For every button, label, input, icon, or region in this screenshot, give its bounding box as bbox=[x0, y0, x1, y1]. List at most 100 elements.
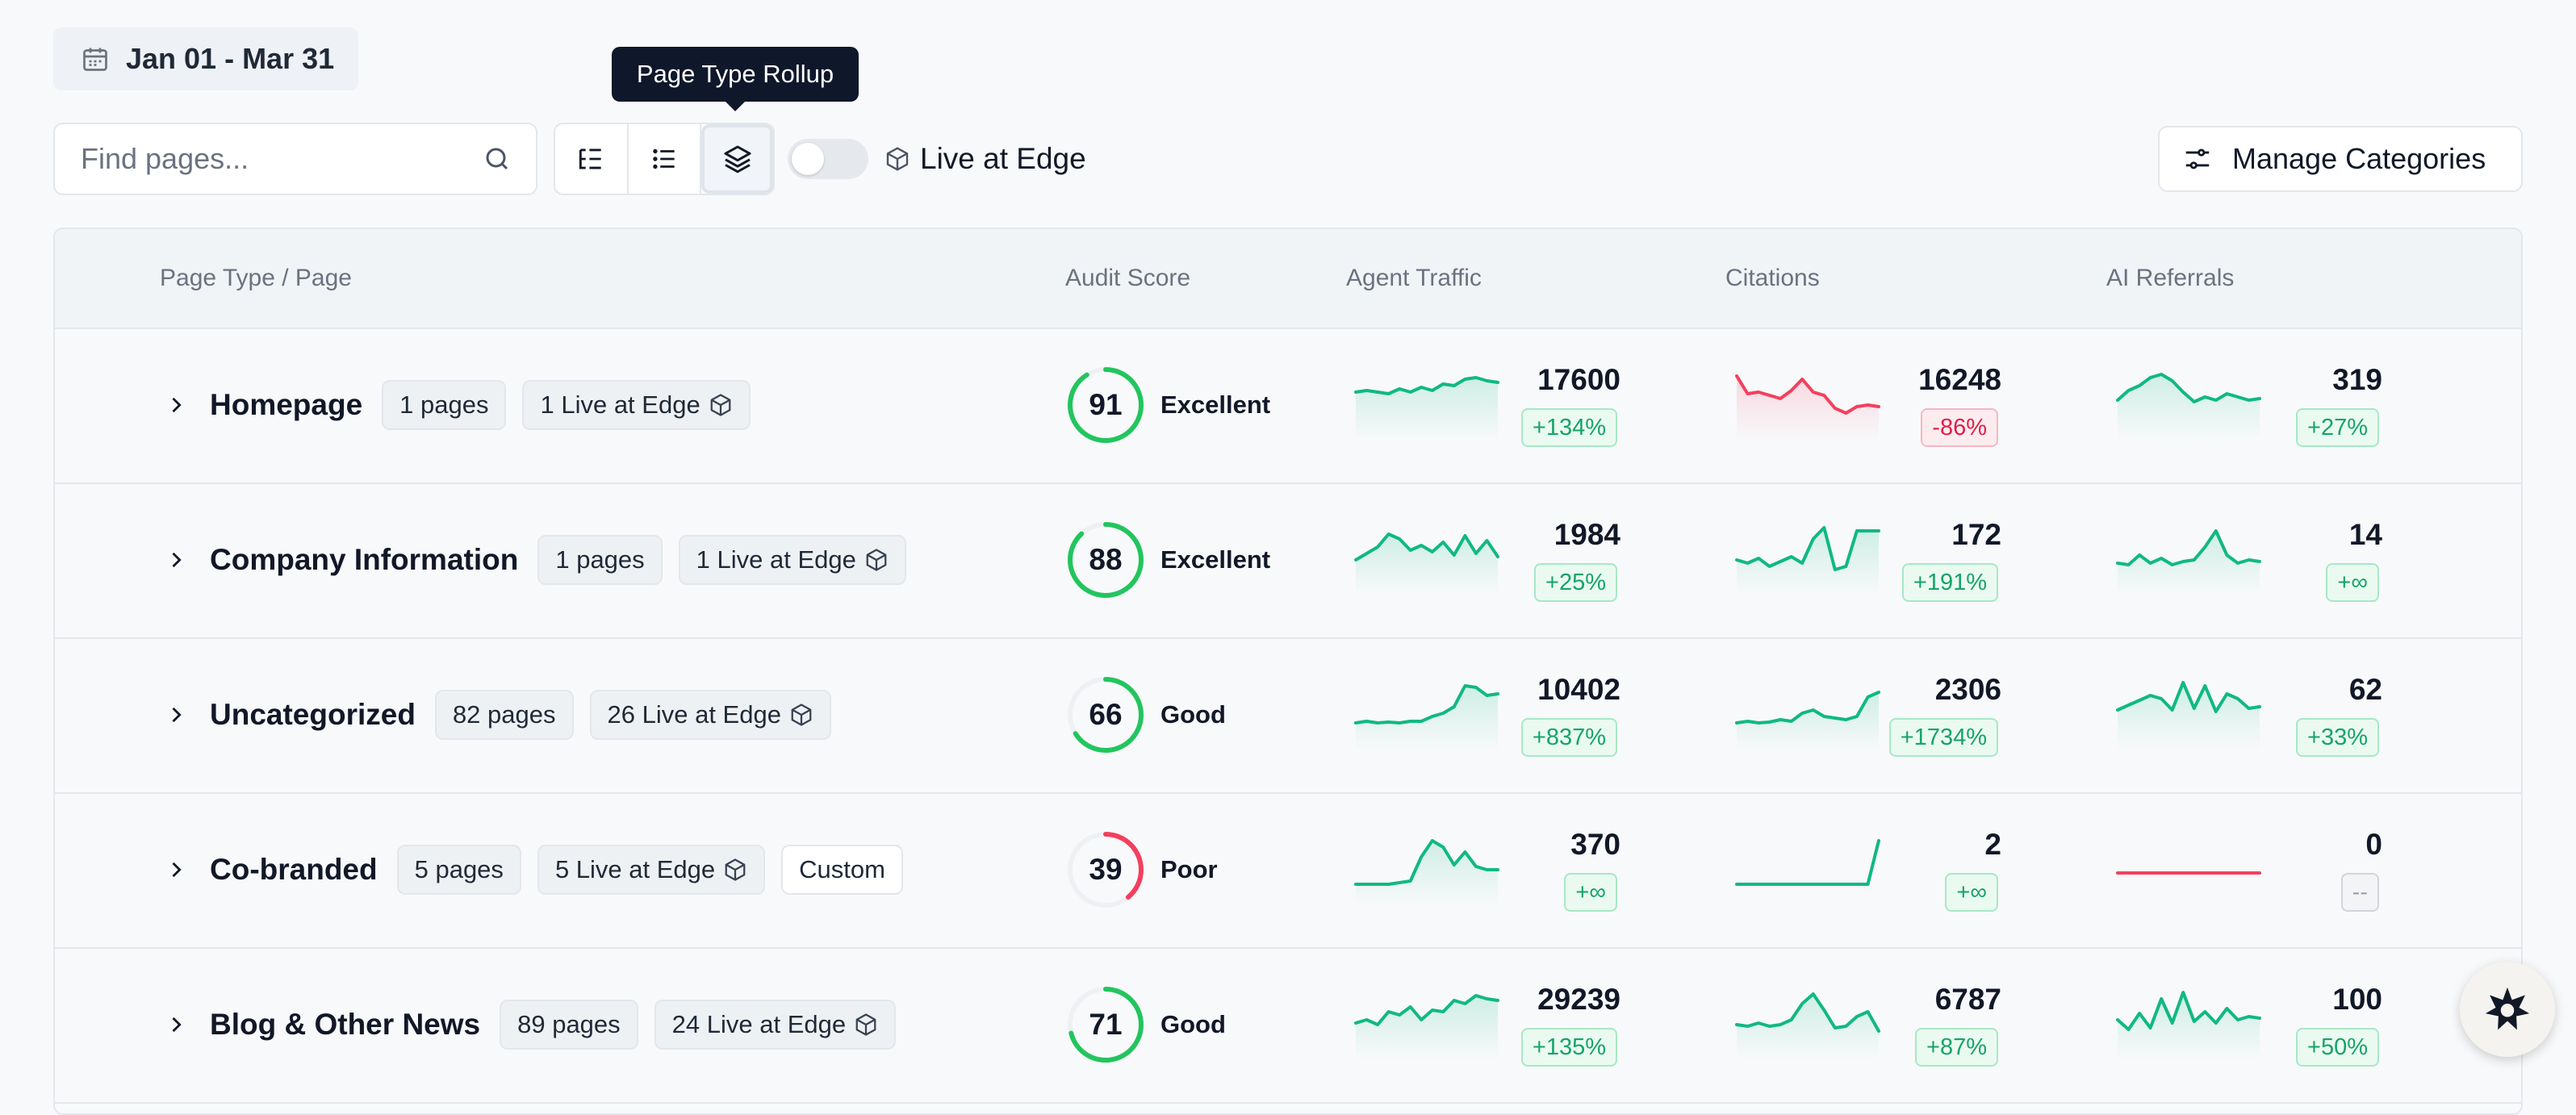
live-count-label: 5 Live at Edge bbox=[554, 855, 716, 883]
referrals-sparkline bbox=[2116, 678, 2261, 750]
live-at-edge-label: Live at Edge bbox=[920, 142, 1086, 175]
audit-score-ring: 91 bbox=[1065, 365, 1146, 445]
chevron-right-icon[interactable] bbox=[165, 394, 187, 416]
traffic-sparkline bbox=[1354, 523, 1499, 595]
live-at-edge-badge: 26 Live at Edge bbox=[589, 690, 831, 740]
toggle-knob bbox=[792, 143, 824, 175]
audit-score-value: 39 bbox=[1089, 853, 1123, 886]
referrals-value: 0 bbox=[2365, 828, 2382, 861]
pages-count-badge: 89 pages bbox=[500, 1000, 638, 1050]
referrals-sparkline bbox=[2116, 833, 2261, 905]
page-type-name[interactable]: Co-branded bbox=[210, 853, 378, 886]
rollup-view-button[interactable] bbox=[701, 124, 774, 194]
traffic-trend-line bbox=[1354, 376, 1499, 441]
cube-icon bbox=[886, 147, 909, 171]
citations-trend-line bbox=[1735, 691, 1880, 750]
citations-sparkline bbox=[1735, 523, 1880, 595]
traffic-trend-line bbox=[1354, 532, 1499, 595]
table-row[interactable]: Company Information 1 pages 1 Live at Ed… bbox=[55, 482, 2521, 639]
citations-delta-badge: +1734% bbox=[1888, 718, 1998, 757]
table-row[interactable]: Co-branded 5 pages 5 Live at Edge Custom… bbox=[55, 792, 2521, 949]
table-row[interactable]: Blog & Other News 89 pages 24 Live at Ed… bbox=[55, 947, 2521, 1104]
citations-value: 6787 bbox=[1934, 983, 2001, 1016]
table-header: Page Type / Page Audit Score Agent Traff… bbox=[55, 229, 2521, 329]
page-type-name[interactable]: Uncategorized bbox=[210, 698, 416, 731]
cube-icon bbox=[710, 394, 731, 416]
referrals-trend-line bbox=[2116, 991, 2261, 1060]
traffic-delta-badge: +∞ bbox=[1564, 873, 1617, 912]
header-citations[interactable]: Citations bbox=[1725, 265, 1820, 291]
pages-count-badge: 1 pages bbox=[382, 380, 507, 430]
live-at-edge-toggle[interactable] bbox=[788, 139, 868, 179]
score-ring bbox=[1068, 987, 1144, 1063]
traffic-trend-line bbox=[1354, 839, 1499, 905]
table-row[interactable]: Uncategorized 82 pages 26 Live at Edge 6… bbox=[55, 637, 2521, 794]
traffic-delta-badge: +134% bbox=[1520, 408, 1617, 447]
search-input[interactable] bbox=[79, 141, 483, 177]
tree-view-button[interactable] bbox=[555, 124, 629, 194]
row-name-cell: Company Information 1 pages 1 Live at Ed… bbox=[165, 482, 906, 637]
list-icon bbox=[653, 148, 675, 169]
audit-score-ring: 39 bbox=[1065, 829, 1146, 910]
chevron-right-icon[interactable] bbox=[165, 858, 187, 881]
referrals-trend-line bbox=[2116, 871, 2261, 905]
row-name-cell: Blog & Other News 89 pages 24 Live at Ed… bbox=[165, 947, 897, 1102]
referrals-value: 319 bbox=[2332, 363, 2382, 396]
page-type-table: Page Type / Page Audit Score Agent Traff… bbox=[53, 228, 2523, 1115]
chevron-right-icon[interactable] bbox=[165, 1013, 187, 1036]
traffic-value: 17600 bbox=[1537, 363, 1620, 396]
search-box[interactable] bbox=[53, 123, 537, 195]
traffic-sparkline bbox=[1354, 368, 1499, 441]
audit-score-label: Good bbox=[1160, 1010, 1226, 1038]
header-audit-score[interactable]: Audit Score bbox=[1065, 265, 1191, 291]
live-count-label: 24 Live at Edge bbox=[671, 1010, 847, 1038]
citations-sparkline bbox=[1735, 678, 1880, 750]
page-type-name[interactable]: Company Information bbox=[210, 543, 519, 576]
citations-value: 2306 bbox=[1934, 673, 2001, 706]
page-type-name[interactable]: Homepage bbox=[210, 388, 363, 421]
live-count-label: 1 Live at Edge bbox=[696, 545, 856, 574]
traffic-sparkline bbox=[1354, 678, 1499, 750]
manage-categories-button[interactable]: Manage Categories bbox=[2158, 126, 2523, 192]
audit-score-ring: 71 bbox=[1065, 984, 1146, 1065]
referrals-sparkline bbox=[2116, 523, 2261, 595]
date-range-picker[interactable]: Jan 01 - Mar 31 bbox=[53, 27, 358, 90]
citations-value: 16248 bbox=[1918, 363, 2001, 396]
tree-list-icon bbox=[579, 148, 601, 169]
referrals-delta-badge: +27% bbox=[2296, 408, 2379, 447]
traffic-value: 29239 bbox=[1537, 983, 1620, 1016]
referrals-delta-badge: +33% bbox=[2296, 718, 2379, 757]
cube-icon bbox=[855, 1013, 876, 1036]
date-range-label: Jan 01 - Mar 31 bbox=[126, 42, 335, 75]
assistant-button[interactable] bbox=[2460, 962, 2555, 1057]
referrals-value: 100 bbox=[2332, 983, 2382, 1016]
pages-count-badge: 1 pages bbox=[537, 535, 663, 585]
traffic-value: 10402 bbox=[1537, 673, 1620, 706]
citations-delta-badge: +191% bbox=[1901, 563, 1998, 602]
tooltip-text: Page Type Rollup bbox=[636, 60, 834, 88]
traffic-value: 1984 bbox=[1554, 518, 1620, 551]
chevron-right-icon[interactable] bbox=[165, 549, 187, 571]
header-ai-referrals[interactable]: AI Referrals bbox=[2106, 265, 2235, 291]
citations-trend-line bbox=[1735, 992, 1880, 1060]
header-agent-traffic[interactable]: Agent Traffic bbox=[1346, 265, 1482, 291]
chevron-right-icon[interactable] bbox=[165, 704, 187, 726]
traffic-delta-badge: +135% bbox=[1520, 1028, 1617, 1067]
layers-icon bbox=[724, 145, 751, 173]
audit-score-label: Poor bbox=[1160, 855, 1218, 883]
referrals-value: 62 bbox=[2348, 673, 2382, 706]
traffic-trend-line bbox=[1354, 994, 1499, 1060]
live-at-edge-badge: 5 Live at Edge bbox=[537, 845, 766, 895]
citations-delta-badge: +87% bbox=[1915, 1028, 1998, 1067]
live-count-label: 1 Live at Edge bbox=[540, 390, 700, 419]
header-page-type[interactable]: Page Type / Page bbox=[160, 265, 352, 291]
audit-score-value: 71 bbox=[1089, 1008, 1123, 1041]
list-view-button[interactable] bbox=[629, 124, 702, 194]
page-type-name[interactable]: Blog & Other News bbox=[210, 1008, 481, 1041]
search-icon[interactable] bbox=[483, 144, 512, 173]
referrals-delta-badge: +50% bbox=[2296, 1028, 2379, 1067]
score-ring bbox=[1068, 367, 1144, 443]
rollup-tooltip: Page Type Rollup bbox=[612, 47, 859, 111]
row-name-cell: Homepage 1 pages 1 Live at Edge bbox=[165, 328, 751, 482]
table-row[interactable]: Homepage 1 pages 1 Live at Edge 91 Excel… bbox=[55, 328, 2521, 484]
